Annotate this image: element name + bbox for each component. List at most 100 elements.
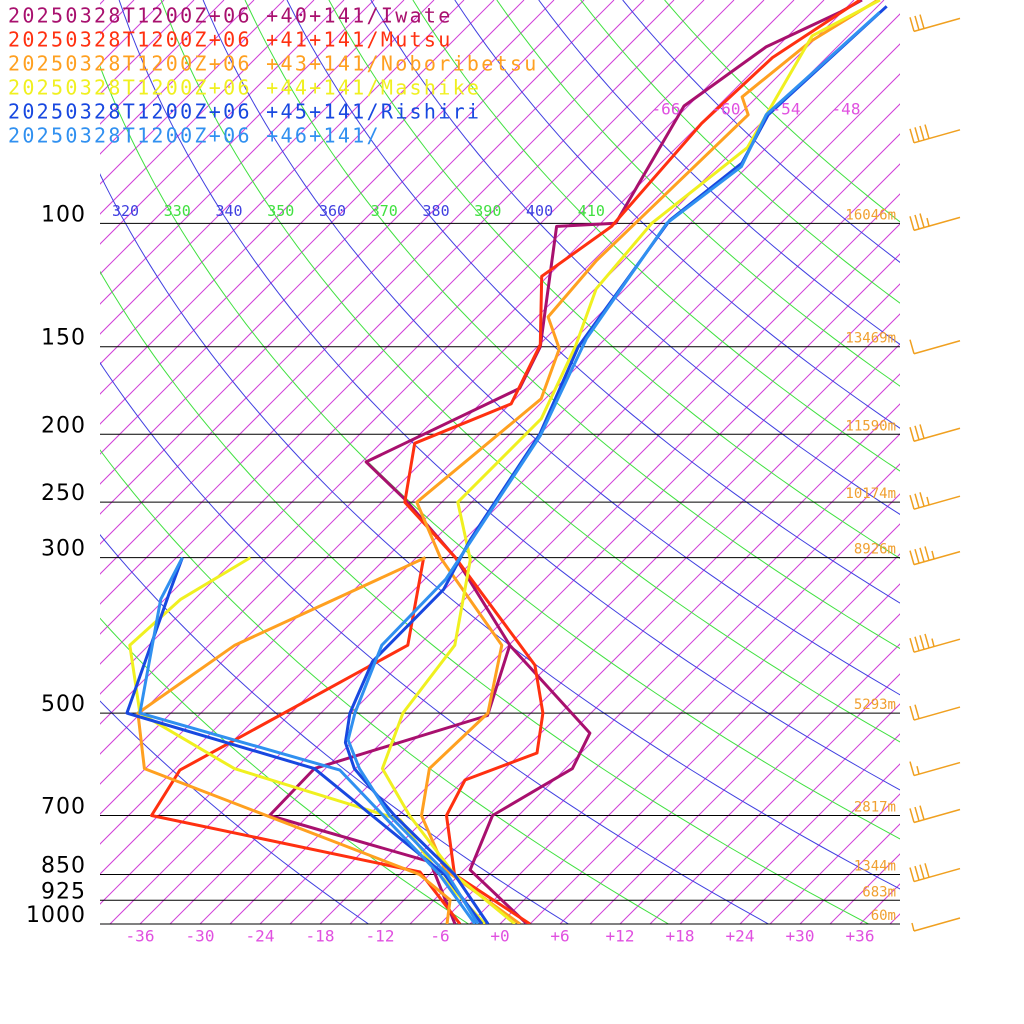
pressure-label: 200 (41, 413, 86, 438)
isotherm (100, 0, 855, 755)
barb-half (931, 550, 935, 560)
barb-flag (919, 14, 925, 29)
barb-flag (924, 633, 930, 649)
pressure-label: 700 (41, 794, 86, 819)
isotherm (100, 0, 765, 665)
barb-staff (913, 129, 961, 144)
barb-flag (924, 863, 930, 878)
x-tick-label: +36 (846, 927, 875, 946)
wind-barb (909, 424, 961, 442)
isotherm (439, 463, 900, 924)
barb-flag (924, 124, 930, 139)
isotherm (100, 0, 375, 275)
wind-barb (909, 492, 961, 510)
height-label: 2817m (854, 799, 896, 815)
isentrope (664, 0, 900, 223)
isentrope (328, 0, 900, 559)
temperature-line (403, 0, 861, 924)
barb-flag (909, 216, 915, 231)
temperature-line (346, 11, 881, 924)
x-tick-label: +12 (606, 927, 635, 946)
isentrope (100, 700, 369, 924)
barb-flag (909, 17, 915, 32)
wind-barb (909, 633, 961, 653)
barb-flag (919, 424, 925, 439)
isentrope-label: 380 (423, 202, 450, 220)
isotherm (100, 43, 900, 845)
height-label: 16046m (845, 207, 896, 223)
barb-staff (913, 495, 961, 510)
isotherm (499, 523, 900, 924)
pressure-label: 925 (41, 879, 86, 904)
legend-entry: 20250328T1200Z+06 +44+141/Mashike (8, 76, 481, 100)
isentrope-label: 370 (371, 202, 398, 220)
isotherm (859, 883, 900, 924)
isentrope (100, 449, 669, 924)
isentrope (100, 617, 469, 924)
barb-flag (914, 806, 920, 822)
pressure-label: 1000 (26, 903, 86, 928)
wind-barb (909, 339, 961, 355)
x-tick-label: -6 (430, 927, 449, 946)
isotherm (100, 0, 645, 545)
isotherm (889, 913, 900, 924)
barb-flag (909, 339, 915, 354)
barb-flag (909, 705, 915, 721)
barb-flag (924, 546, 930, 561)
temperature-line (380, 0, 881, 924)
pressure-label: 100 (41, 202, 86, 227)
isotherm (289, 313, 900, 924)
isentrope (100, 270, 869, 924)
isentrope-label: 350 (267, 202, 294, 220)
legend-entry: 20250328T1200Z+06 +41+141/Mutsu (8, 28, 453, 52)
pressure-label: 150 (41, 326, 86, 351)
wind-barb (909, 14, 961, 33)
isotherm (100, 0, 705, 605)
isentrope-label: 410 (578, 202, 605, 220)
barb-staff (913, 761, 961, 777)
isotherm (100, 0, 315, 215)
isentrope (202, 0, 900, 696)
barb-staff (913, 216, 961, 232)
isotherm (649, 673, 900, 924)
barb-staff (913, 867, 961, 883)
x-tick-label: -18 (306, 927, 335, 946)
barb-half (911, 922, 915, 932)
isotherm-label: -54 (772, 100, 801, 119)
barb-flag (914, 493, 920, 508)
barb-flag (914, 214, 920, 230)
isentrope-label: 360 (319, 202, 346, 220)
isotherm (100, 0, 405, 305)
isentrope (100, 173, 900, 890)
isentrope (244, 0, 900, 650)
wind-barb (911, 917, 961, 932)
wind-barb (909, 805, 961, 824)
wind-barb (909, 863, 961, 883)
pressure-label: 500 (41, 692, 86, 717)
dewpoint-line (125, 557, 484, 924)
barb-flag (919, 635, 925, 650)
isotherm-label: -48 (832, 100, 861, 119)
barb-flag (914, 127, 920, 142)
isentrope-label: 330 (164, 202, 191, 220)
pressure-label: 250 (41, 481, 86, 506)
isentrope-label: 320 (112, 202, 139, 220)
barb-staff (913, 550, 961, 566)
isotherm (100, 0, 885, 785)
barb-half (931, 638, 935, 647)
barb-flag (919, 805, 925, 820)
wind-barb (909, 704, 961, 721)
legend-entry: 20250328T1200Z+06 +46+141/ (8, 124, 381, 148)
isentrope (100, 534, 569, 924)
isotherm (799, 823, 900, 924)
isotherm (319, 343, 900, 924)
isotherm (100, 73, 900, 875)
height-label: 60m (871, 908, 896, 924)
profiles (125, 0, 888, 924)
isentrope-label: 390 (474, 202, 501, 220)
barb-half (926, 217, 930, 227)
isentrope (370, 0, 900, 515)
barb-flag (914, 549, 920, 564)
isotherm (769, 793, 900, 924)
isotherm (100, 0, 465, 365)
